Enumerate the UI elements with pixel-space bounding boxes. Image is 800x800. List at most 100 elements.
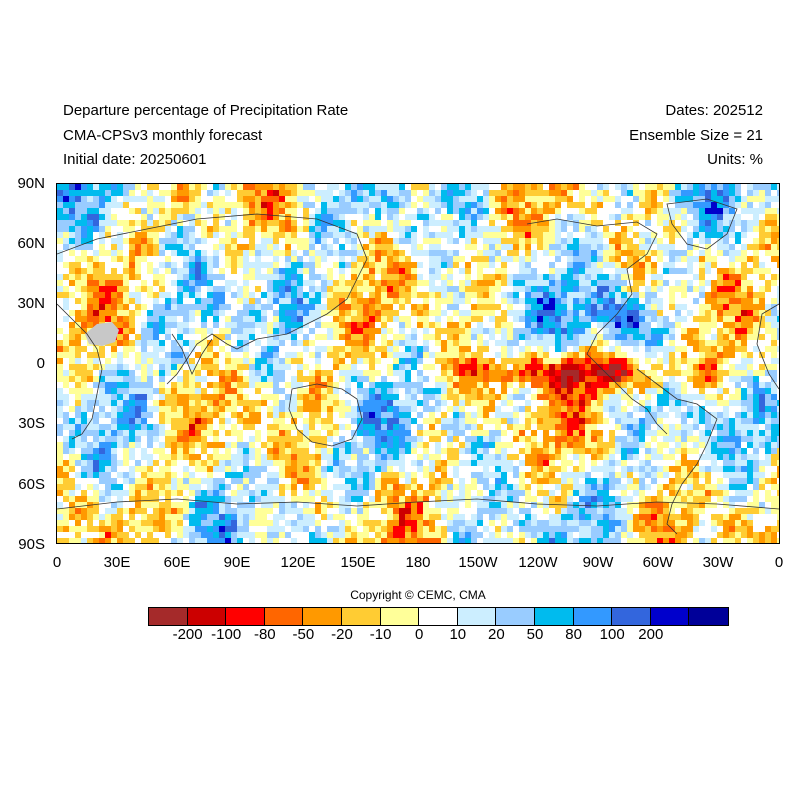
field-cell [99, 358, 106, 365]
field-cell [189, 382, 196, 389]
field-cell [633, 190, 640, 197]
field-cell [651, 334, 658, 341]
field-cell [615, 406, 622, 413]
field-cell [93, 358, 100, 365]
field-cell [525, 400, 532, 407]
field-cell [189, 322, 196, 329]
field-cell [735, 298, 742, 305]
field-cell [399, 292, 406, 299]
field-cell [441, 340, 448, 347]
field-cell [597, 226, 604, 233]
field-cell [237, 364, 244, 371]
field-cell [75, 226, 82, 233]
field-cell [255, 394, 262, 401]
field-cell [777, 364, 779, 371]
field-cell [549, 190, 556, 197]
field-cell [363, 190, 370, 197]
field-cell [573, 232, 580, 239]
field-cell [309, 334, 316, 341]
field-cell [717, 250, 724, 257]
field-cell [63, 424, 70, 431]
field-cell [627, 220, 634, 227]
field-cell [123, 352, 130, 359]
field-cell [105, 430, 112, 437]
field-cell [267, 364, 274, 371]
field-cell [405, 262, 412, 269]
field-cell [639, 238, 646, 245]
field-cell [333, 298, 340, 305]
field-cell [453, 238, 460, 245]
field-cell [525, 418, 532, 425]
field-cell [567, 352, 574, 359]
field-cell [297, 250, 304, 257]
field-cell [219, 256, 226, 263]
field-cell [447, 256, 454, 263]
field-cell [129, 418, 136, 425]
field-cell [63, 322, 70, 329]
field-cell [591, 226, 598, 233]
field-cell [153, 274, 160, 281]
field-cell [615, 316, 622, 323]
field-cell [351, 208, 358, 215]
field-cell [471, 238, 478, 245]
field-cell [687, 376, 694, 383]
field-cell [75, 310, 82, 317]
field-cell [525, 220, 532, 227]
field-cell [237, 346, 244, 353]
field-cell [561, 388, 568, 395]
field-cell [111, 316, 118, 323]
field-cell [387, 196, 394, 203]
field-cell [531, 316, 538, 323]
field-cell [267, 418, 274, 425]
field-cell [459, 232, 466, 239]
field-cell [603, 418, 610, 425]
field-cell [159, 418, 166, 425]
field-cell [309, 238, 316, 245]
field-cell [417, 244, 424, 251]
field-cell [693, 238, 700, 245]
field-cell [123, 286, 130, 293]
field-cell [771, 220, 778, 227]
field-cell [531, 328, 538, 335]
field-cell [423, 244, 430, 251]
field-cell [693, 304, 700, 311]
field-cell [483, 286, 490, 293]
field-cell [735, 280, 742, 287]
field-cell [201, 418, 208, 425]
field-cell [123, 196, 130, 203]
field-cell [777, 370, 779, 377]
field-cell [327, 226, 334, 233]
field-cell [273, 310, 280, 317]
field-cell [147, 364, 154, 371]
field-cell [231, 202, 238, 209]
field-cell [591, 262, 598, 269]
field-cell [585, 292, 592, 299]
field-cell [669, 352, 676, 359]
field-cell [147, 244, 154, 251]
field-cell [645, 220, 652, 227]
field-cell [549, 346, 556, 353]
field-cell [771, 424, 778, 431]
field-cell [585, 244, 592, 251]
field-cell [471, 208, 478, 215]
field-cell [315, 304, 322, 311]
field-cell [465, 376, 472, 383]
field-cell [261, 190, 268, 197]
field-cell [621, 286, 628, 293]
field-cell [417, 322, 424, 329]
field-cell [705, 190, 712, 197]
field-cell [501, 424, 508, 431]
field-cell [243, 238, 250, 245]
field-cell [765, 352, 772, 359]
field-cell [195, 388, 202, 395]
field-cell [405, 382, 412, 389]
field-cell [375, 208, 382, 215]
field-cell [129, 262, 136, 269]
field-cell [303, 202, 310, 209]
field-cell [525, 256, 532, 263]
field-cell [681, 388, 688, 395]
field-cell [195, 316, 202, 323]
field-cell [81, 190, 88, 197]
field-cell [297, 364, 304, 371]
field-cell [363, 292, 370, 299]
